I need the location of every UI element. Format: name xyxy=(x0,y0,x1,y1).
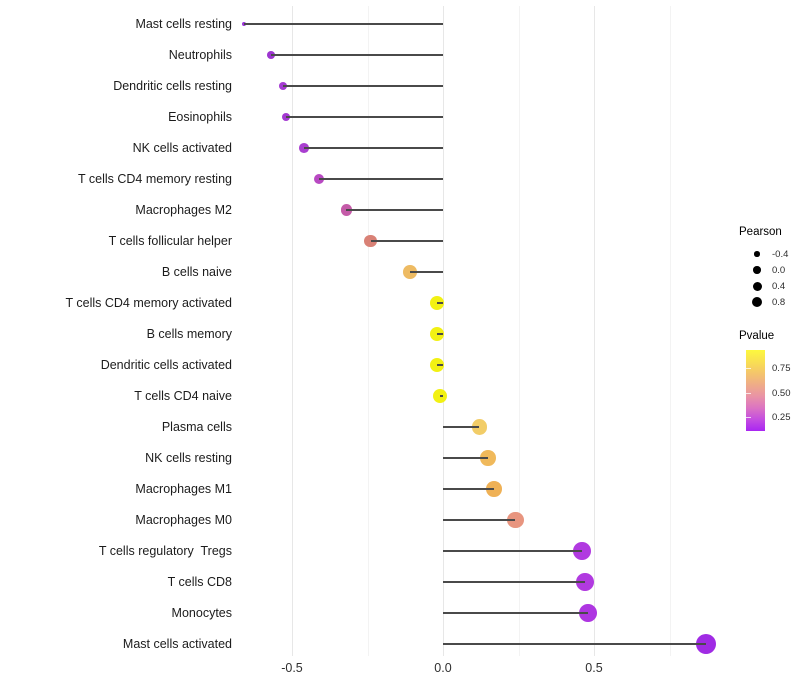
gridline-minor xyxy=(518,6,520,656)
category-label: Mast cells activated xyxy=(122,637,232,651)
lollipop-stem xyxy=(304,147,443,149)
lollipop-stem xyxy=(243,23,443,25)
lollipop-point xyxy=(313,173,325,185)
pearson-legend-title: Pearson xyxy=(739,226,782,238)
category-label: T cells CD4 memory activated xyxy=(65,296,233,310)
pvalue-colorbar-tick xyxy=(746,417,751,418)
gridline-minor xyxy=(367,6,369,656)
category-label: B cells memory xyxy=(146,327,232,341)
lollipop-point xyxy=(507,511,524,529)
x-tick-label: -0.5 xyxy=(281,661,303,675)
pvalue-colorbar-tick-label: 0.25 xyxy=(772,412,791,424)
lollipop-stem xyxy=(443,426,480,428)
lollipop-stem xyxy=(285,116,443,118)
pvalue-colorbar xyxy=(746,350,765,431)
category-label: T cells follicular helper xyxy=(108,234,232,248)
gridline-major xyxy=(594,6,595,656)
x-tick-label: 0.5 xyxy=(585,661,603,675)
pearson-legend-dot xyxy=(753,266,761,274)
category-label: Neutrophils xyxy=(168,48,232,62)
lollipop-stem xyxy=(443,457,489,459)
lollipop-stem xyxy=(439,395,443,397)
lollipop-stem xyxy=(370,240,443,242)
lollipop-stem xyxy=(436,364,443,366)
lollipop-stem xyxy=(443,581,585,583)
category-label: Mast cells resting xyxy=(135,17,232,31)
category-label: B cells naive xyxy=(161,265,232,279)
category-label: T cells CD4 memory resting xyxy=(78,172,232,186)
pearson-legend-dot xyxy=(752,281,762,291)
gridline-major xyxy=(292,6,293,656)
lollipop-stem xyxy=(443,519,516,521)
pearson-legend-label: 0.4 xyxy=(772,281,786,292)
lollipop-point xyxy=(576,573,594,591)
pvalue-colorbar-tick-label: 0.50 xyxy=(772,387,791,399)
category-label: NK cells activated xyxy=(132,141,232,155)
pvalue-colorbar-tick-label: 0.75 xyxy=(772,362,791,374)
category-label: Dendritic cells activated xyxy=(100,358,232,372)
pearson-legend-label: -0.4 xyxy=(772,249,789,260)
lollipop-point xyxy=(281,112,291,122)
lollipop-stem xyxy=(443,612,588,614)
lollipop-stem xyxy=(319,178,443,180)
category-label: Macrophages M0 xyxy=(135,513,232,527)
lollipop-point xyxy=(486,481,503,497)
category-label: NK cells resting xyxy=(145,451,232,465)
category-label: Macrophages M1 xyxy=(135,482,232,496)
lollipop-stem xyxy=(346,209,443,211)
lollipop-stem xyxy=(443,550,582,552)
lollipop-stem xyxy=(443,643,706,645)
category-label: Macrophages M2 xyxy=(135,203,232,217)
pearson-legend-dot xyxy=(754,251,760,257)
pearson-legend-label: 0.0 xyxy=(772,265,786,276)
category-label: Dendritic cells resting xyxy=(113,79,232,93)
lollipop-stem xyxy=(436,333,443,335)
lollipop-point xyxy=(573,542,591,560)
lollipop-point xyxy=(402,265,417,279)
lollipop-stem xyxy=(282,85,443,87)
category-label: T cells CD4 naive xyxy=(134,389,232,403)
lollipop-point xyxy=(278,81,288,91)
lollipop-stem xyxy=(270,54,443,56)
lollipop-point xyxy=(266,51,275,59)
category-label: Eosinophils xyxy=(168,110,232,124)
lollipop-point xyxy=(340,204,353,216)
pvalue-colorbar-tick xyxy=(746,393,751,394)
gridline-minor xyxy=(669,6,671,656)
lollipop-point xyxy=(695,634,716,654)
pearson-legend-label: 0.8 xyxy=(772,297,786,308)
lollipop-stem xyxy=(409,271,443,273)
lollipop-stem xyxy=(443,488,495,490)
pearson-legend-dot xyxy=(752,297,762,307)
pvalue-colorbar-tick xyxy=(746,368,751,369)
category-label: T cells regulatory Tregs xyxy=(98,544,232,558)
lollipop-stem xyxy=(436,302,443,304)
x-tick-label: 0.0 xyxy=(434,661,452,675)
category-label: Plasma cells xyxy=(161,420,232,434)
pvalue-legend-title: Pvalue xyxy=(739,330,775,342)
category-label: Monocytes xyxy=(171,606,232,620)
category-label: T cells CD8 xyxy=(167,575,232,589)
